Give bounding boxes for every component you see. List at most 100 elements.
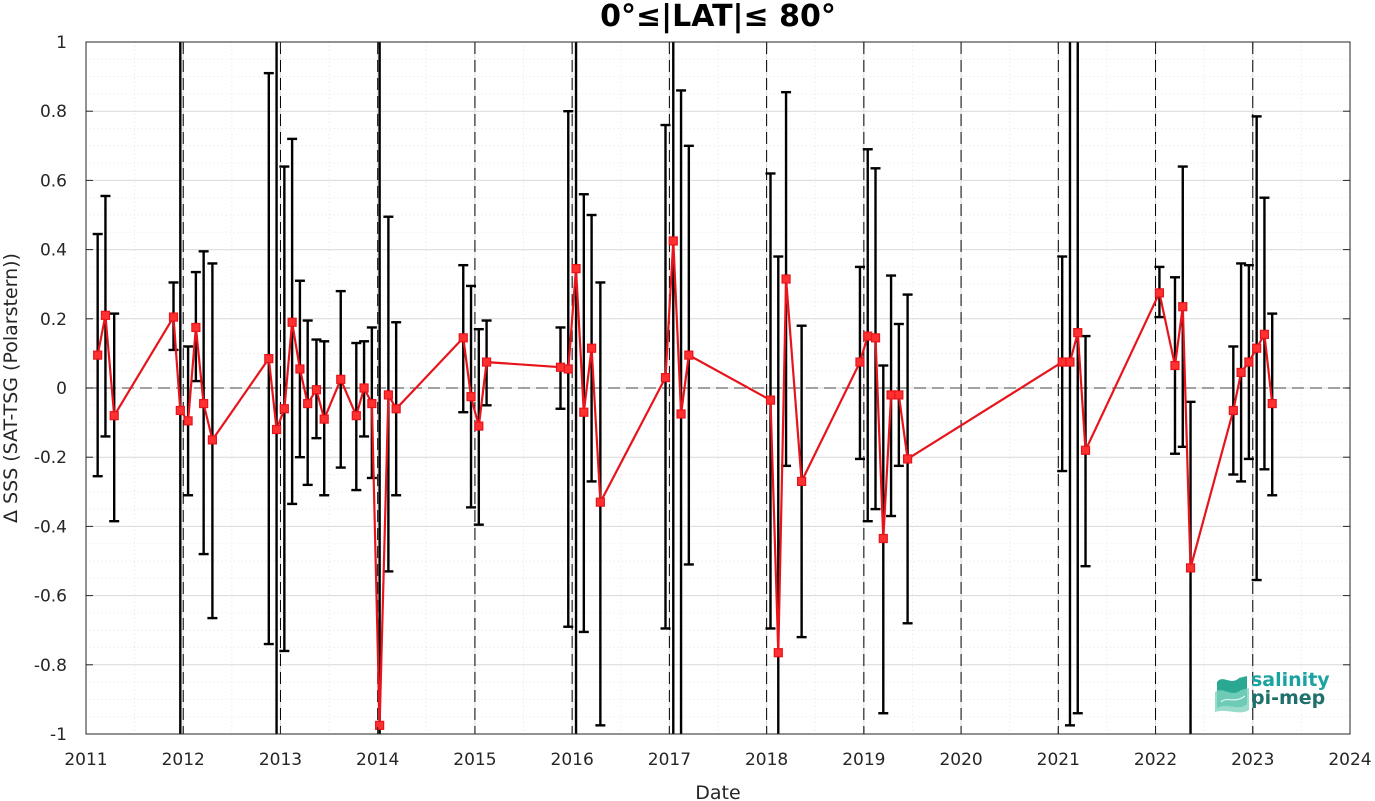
x-tick-label: 2021 bbox=[1037, 750, 1080, 770]
data-point-marker bbox=[474, 421, 484, 431]
data-point-marker bbox=[563, 364, 573, 374]
data-point-marker bbox=[271, 424, 282, 435]
y-axis-ticks: 1 0.8 0.6 0.4 0.2 0 -0.2 -0.4 -0.6 -0.8 -1 bbox=[34, 33, 1350, 745]
data-point-marker bbox=[264, 353, 274, 364]
data-point-marker bbox=[1065, 357, 1075, 367]
data-point-marker bbox=[595, 497, 605, 507]
data-point-marker bbox=[168, 312, 179, 322]
data-point-marker bbox=[93, 350, 103, 360]
x-tick-label: 2014 bbox=[356, 750, 399, 770]
y-tick-label: -0.2 bbox=[34, 448, 67, 468]
data-point-marker bbox=[886, 390, 896, 400]
data-point-marker bbox=[676, 409, 686, 419]
chart-title: 0°≤|LAT|≤ 80° bbox=[600, 0, 836, 34]
data-point-marker bbox=[781, 274, 791, 284]
x-axis-label: Date bbox=[695, 782, 740, 801]
y-tick-label: 0.4 bbox=[40, 241, 67, 261]
data-point-marker bbox=[1178, 302, 1188, 312]
data-point-marker bbox=[1170, 360, 1180, 371]
y-tick-label: 0.2 bbox=[40, 310, 67, 330]
logo-text-line1: salinity bbox=[1251, 669, 1330, 691]
x-tick-label: 2023 bbox=[1231, 750, 1274, 770]
data-point-marker bbox=[1228, 405, 1238, 416]
data-point-marker bbox=[458, 333, 468, 343]
data-point-marker bbox=[870, 333, 881, 343]
x-tick-label: 2018 bbox=[745, 750, 788, 770]
data-point-marker bbox=[878, 533, 888, 544]
data-point-marker bbox=[555, 362, 566, 372]
data-point-marker bbox=[191, 322, 201, 333]
x-tick-label: 2020 bbox=[939, 750, 982, 770]
data-point-marker bbox=[109, 411, 119, 421]
data-point-marker bbox=[311, 385, 322, 395]
x-tick-label: 2016 bbox=[551, 750, 594, 770]
x-tick-label: 2013 bbox=[259, 750, 302, 770]
data-point-marker bbox=[100, 310, 111, 320]
data-point-marker bbox=[1057, 357, 1067, 367]
data-point-marker bbox=[894, 390, 904, 400]
data-point-marker bbox=[571, 264, 581, 274]
wave-logo-icon bbox=[1215, 676, 1249, 713]
y-tick-label: 0.8 bbox=[40, 102, 67, 122]
data-point-marker bbox=[319, 414, 329, 424]
y-tick-label: -0.8 bbox=[34, 656, 67, 676]
data-point-marker bbox=[765, 395, 776, 405]
x-tick-label: 2011 bbox=[64, 750, 107, 770]
x-tick-label: 2019 bbox=[842, 750, 885, 770]
x-axis-ticks: 2011 2012 2013 2014 2015 2016 2017 2018 2019 2020… bbox=[64, 42, 1372, 770]
salinity-pi-mep-logo: salinity pi-mep bbox=[1213, 668, 1353, 716]
x-tick-label: 2015 bbox=[453, 750, 496, 770]
y-tick-label: -1 bbox=[50, 725, 67, 745]
data-point-marker bbox=[1236, 367, 1246, 378]
data-point-marker bbox=[336, 374, 346, 384]
data-point-marker bbox=[1252, 343, 1262, 353]
x-tick-label: 2012 bbox=[162, 750, 205, 770]
data-point-marker bbox=[367, 398, 377, 409]
data-point-marker bbox=[391, 404, 401, 414]
y-tick-label: 0.6 bbox=[40, 171, 67, 191]
y-tick-label: 1 bbox=[56, 33, 67, 53]
data-point-marker bbox=[1073, 328, 1083, 338]
series-line bbox=[96, 240, 1274, 726]
data-point-marker bbox=[773, 648, 783, 658]
logo-text-line2: pi-mep bbox=[1251, 687, 1326, 709]
data-point-marker bbox=[207, 435, 217, 445]
data-point-marker bbox=[797, 476, 807, 487]
data-point-marker bbox=[175, 405, 185, 416]
data-point-marker bbox=[855, 357, 865, 367]
data-point-marker bbox=[684, 350, 694, 360]
data-point-marker bbox=[579, 407, 589, 417]
data-point-marker bbox=[279, 404, 289, 414]
x-tick-label: 2017 bbox=[648, 750, 691, 770]
data-point-marker bbox=[1244, 357, 1254, 367]
series-markers bbox=[93, 236, 1277, 730]
data-point-marker bbox=[359, 383, 369, 393]
data-point-marker bbox=[199, 398, 209, 409]
data-point-marker bbox=[183, 416, 193, 426]
data-point-marker bbox=[295, 364, 305, 374]
data-point-marker bbox=[863, 331, 873, 341]
data-point-marker bbox=[287, 317, 297, 327]
data-point-marker bbox=[466, 392, 476, 402]
data-point-marker bbox=[902, 454, 913, 464]
y-tick-label: -0.6 bbox=[34, 587, 67, 607]
data-point-marker bbox=[586, 343, 597, 353]
y-tick-label: -0.4 bbox=[34, 517, 67, 537]
x-tick-label: 2022 bbox=[1134, 750, 1177, 770]
data-point-marker bbox=[1080, 445, 1091, 455]
data-point-marker bbox=[375, 720, 385, 730]
data-point-marker bbox=[660, 373, 671, 383]
x-tick-label: 2024 bbox=[1328, 750, 1371, 770]
data-point-marker bbox=[303, 398, 313, 409]
data-point-marker bbox=[668, 236, 678, 246]
data-point-marker bbox=[1185, 563, 1196, 573]
data-point-marker bbox=[481, 357, 492, 367]
data-point-marker bbox=[1154, 288, 1165, 298]
data-point-marker bbox=[1267, 398, 1277, 409]
data-point-marker bbox=[1259, 329, 1270, 339]
y-tick-label: 0 bbox=[56, 379, 67, 399]
y-axis-label: Δ SSS (SAT-TSG (Polarstern)) bbox=[0, 253, 22, 523]
data-point-marker bbox=[383, 390, 393, 400]
data-point-marker bbox=[351, 411, 361, 421]
